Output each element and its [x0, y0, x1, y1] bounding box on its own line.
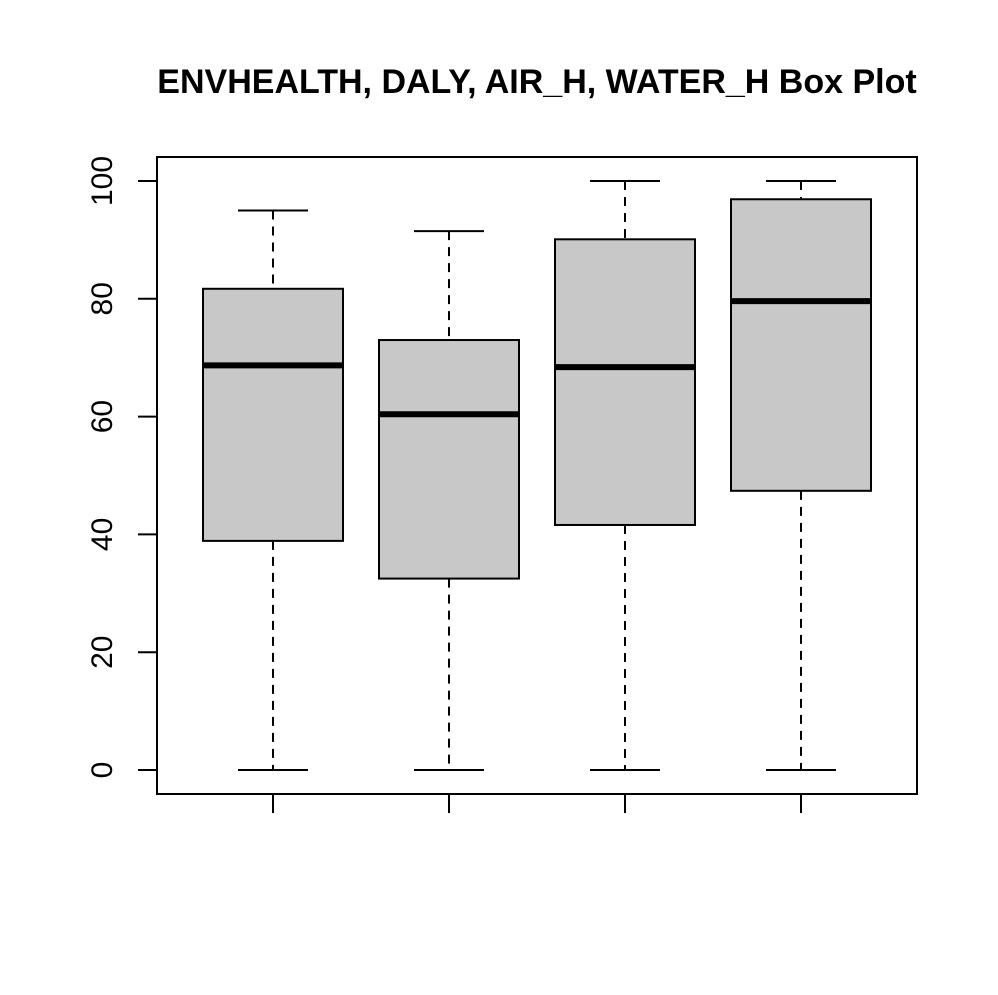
- iqr-box: [378, 339, 520, 580]
- chart-title: ENVHEALTH, DALY, AIR_H, WATER_H Box Plot: [157, 63, 916, 101]
- box-3: [554, 180, 696, 771]
- y-tick-label-0: 0: [86, 762, 119, 779]
- iqr-box: [730, 198, 872, 492]
- boxes-group: [202, 180, 872, 771]
- y-tick-label-100: 100: [86, 156, 119, 206]
- y-tick-label-20: 20: [86, 636, 119, 669]
- box-2: [378, 230, 520, 771]
- iqr-box: [554, 238, 696, 526]
- box-1: [202, 209, 344, 771]
- y-axis: 0 20 40 60 80 100: [86, 156, 157, 778]
- y-tick-label-60: 60: [86, 400, 119, 433]
- y-tick-label-80: 80: [86, 282, 119, 315]
- box-4: [730, 180, 872, 771]
- iqr-box: [202, 287, 344, 542]
- x-axis: [272, 794, 802, 813]
- y-tick-label-40: 40: [86, 518, 119, 551]
- plot-frame: [156, 156, 918, 795]
